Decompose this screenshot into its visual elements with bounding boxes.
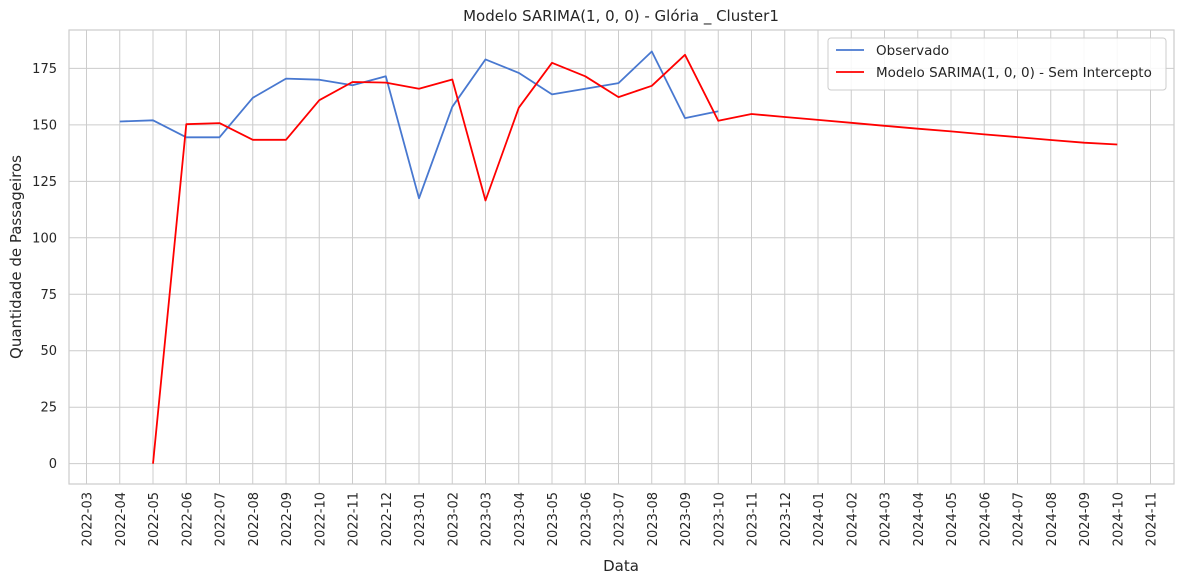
x-tick-label: 2024-11: [1145, 492, 1160, 546]
x-tick-label: 2024-08: [1045, 492, 1060, 546]
chart-title: Modelo SARIMA(1, 0, 0) - Glória _ Cluste…: [463, 7, 779, 26]
x-tick-label: 2023-06: [579, 492, 594, 546]
x-tick-label: 2022-12: [380, 492, 395, 546]
x-tick-label: 2024-07: [1012, 492, 1027, 546]
legend-box: [827, 37, 1167, 91]
x-tick-label: 2024-10: [1111, 492, 1126, 546]
grid: [69, 30, 1174, 484]
y-tick-label: 100: [32, 231, 57, 246]
x-tick-label: 2023-03: [480, 492, 495, 546]
x-tick-label: 2024-04: [912, 492, 927, 546]
x-tick-label: 2022-10: [313, 492, 328, 546]
x-tick-label: 2023-02: [446, 492, 461, 546]
x-tick-label: 2023-08: [646, 492, 661, 546]
x-tick-label: 2023-10: [712, 492, 727, 546]
series-line-sarima: [152, 53, 1118, 464]
x-tick-label: 2023-05: [546, 492, 561, 546]
x-tick-label: 2022-04: [114, 492, 129, 546]
x-tick-label: 2022-08: [247, 492, 262, 546]
y-tick-label: 175: [32, 62, 57, 77]
y-tick-label: 150: [32, 118, 57, 133]
y-tick-label: 50: [40, 344, 57, 359]
y-tick-label: 0: [49, 457, 57, 472]
series-line-observado: [119, 50, 719, 200]
plot-frame: [68, 29, 1175, 485]
x-tick-label: 2022-06: [180, 492, 195, 546]
x-tick-label: 2022-05: [147, 492, 162, 546]
x-tick-label: 2022-09: [280, 492, 295, 546]
y-tick-labels: 0 25 50 75 100 125 150 175: [32, 62, 57, 472]
x-tick-label: 2024-01: [812, 492, 827, 546]
x-tick-label: 2024-03: [879, 492, 894, 546]
x-tick-label: 2022-03: [81, 492, 96, 546]
y-tick-label: 75: [40, 288, 57, 303]
x-tick-label: 2023-07: [613, 492, 628, 546]
x-tick-label: 2022-07: [214, 492, 229, 546]
y-tick-label: 125: [32, 175, 57, 190]
legend: Observado Modelo SARIMA(1, 0, 0) - Sem In…: [827, 37, 1167, 91]
x-tick-label: 2024-06: [978, 492, 993, 546]
x-tick-label: 2024-09: [1078, 492, 1093, 546]
x-tick-label: 2023-12: [779, 492, 794, 546]
legend-label: Modelo SARIMA(1, 0, 0) - Sem Intercepto: [876, 65, 1152, 81]
x-tick-label: 2024-02: [845, 492, 860, 546]
x-tick-label: 2024-05: [945, 492, 960, 546]
x-tick-labels: 2022-03 2022-04 2022-05 2022-06 2022-07 2022-…: [81, 492, 1160, 546]
x-axis-title: Data: [603, 557, 639, 575]
legend-label: Observado: [876, 43, 949, 59]
x-tick-label: 2023-09: [679, 492, 694, 546]
series-layer: [119, 50, 1118, 464]
x-tick-label: 2023-11: [746, 492, 761, 546]
y-tick-label: 25: [40, 401, 57, 416]
x-tick-label: 2022-11: [347, 492, 362, 546]
x-tick-label: 2023-01: [413, 492, 428, 546]
y-axis-title: Quantidade de Passageiros: [7, 155, 25, 359]
x-tick-label: 2023-04: [513, 492, 528, 546]
